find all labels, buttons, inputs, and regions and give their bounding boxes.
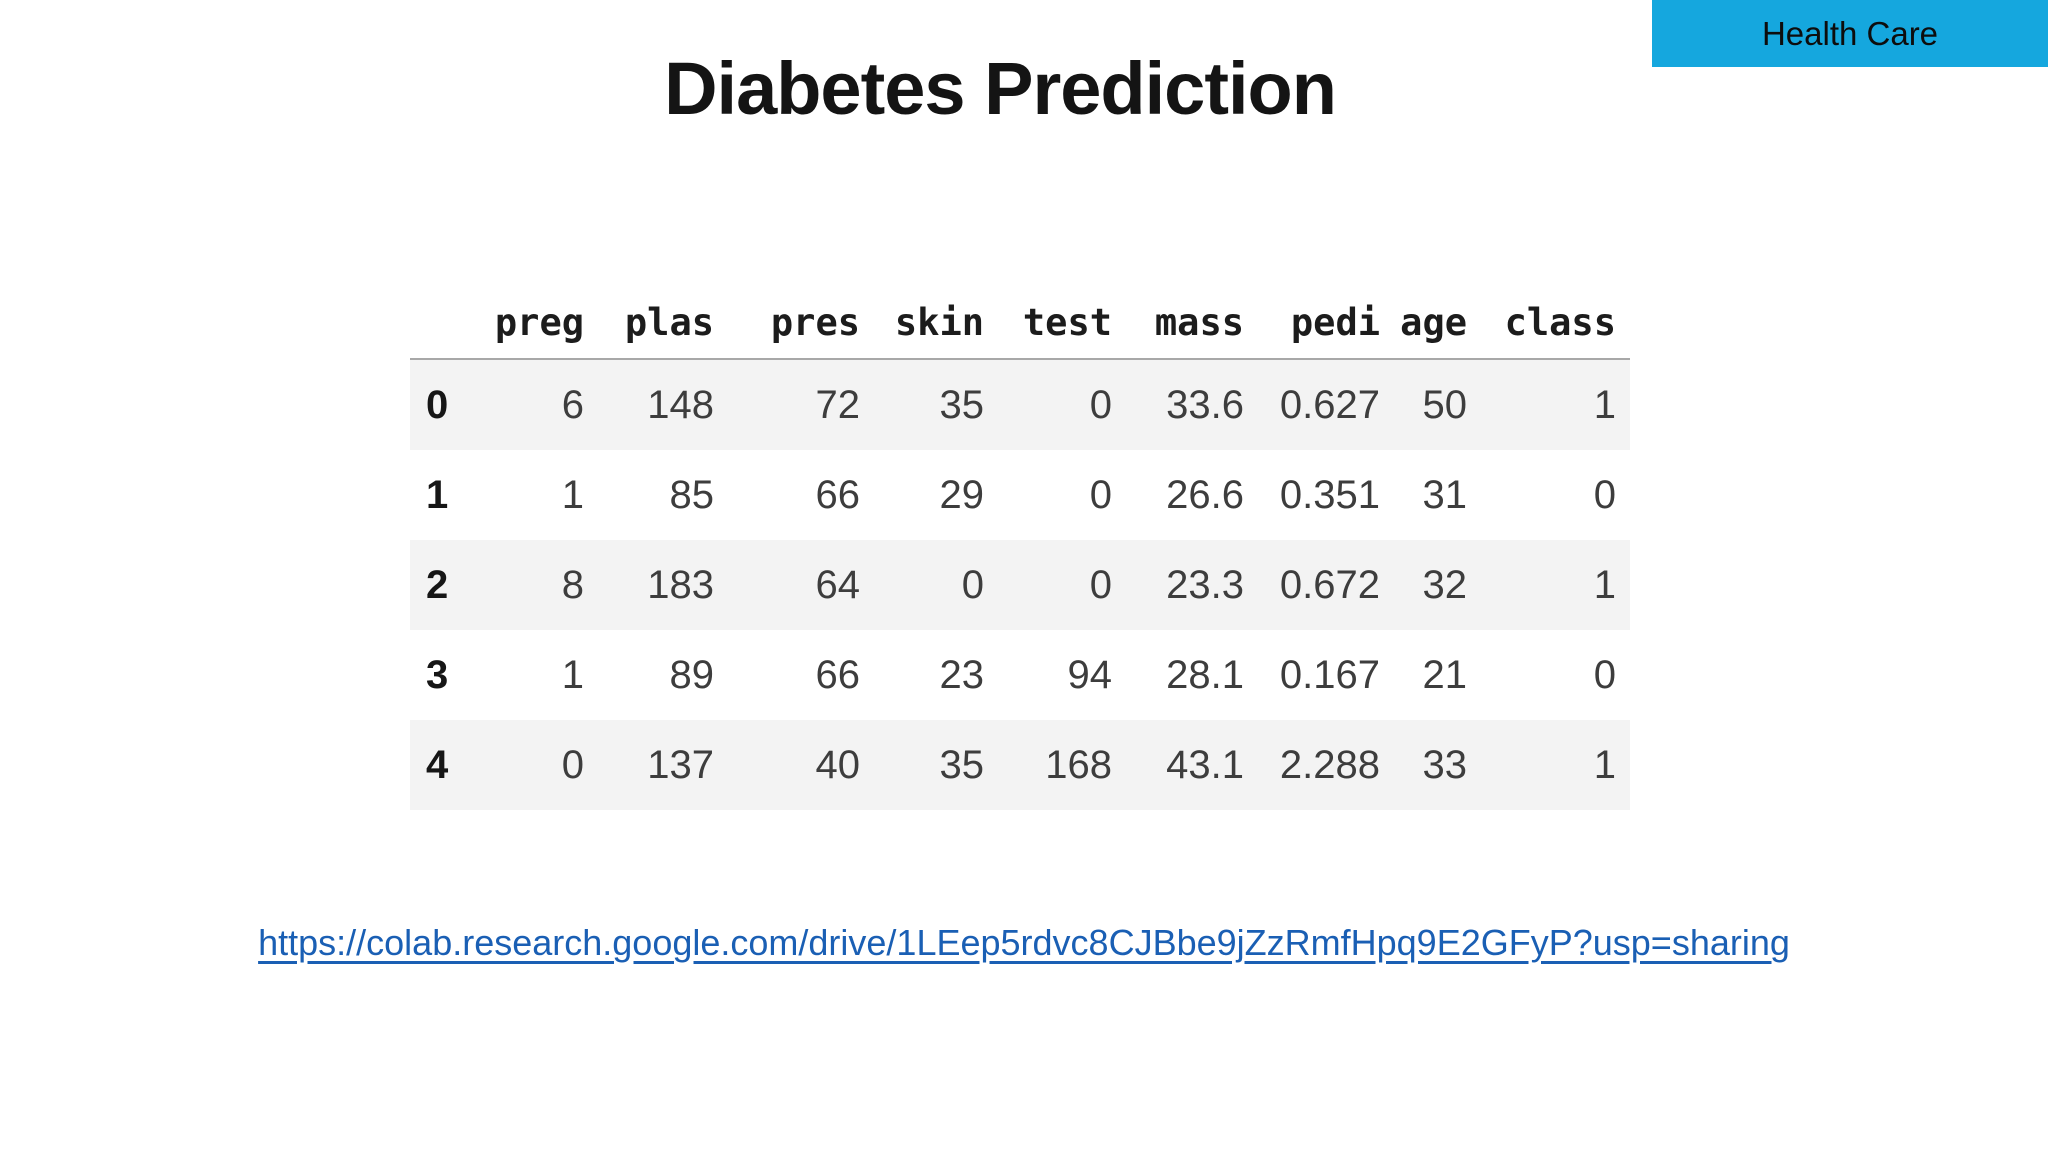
table-cell: 28.1	[1166, 652, 1244, 697]
diabetes-dataframe: preg plas pres skin test mass pedi age class 0 6 1…	[410, 287, 1630, 810]
table-header-row: preg plas pres skin test mass pedi age class	[410, 287, 1630, 360]
table-row: 4 0 137 40 35 168 43.1 2.288 33 1	[410, 720, 1630, 810]
table-row: 0 6 148 72 35 0 33.6 0.627 50 1	[410, 359, 1630, 450]
col-header-mass: mass	[1126, 287, 1258, 360]
col-header-preg: preg	[468, 287, 598, 360]
table-cell: 94	[1067, 652, 1113, 697]
page-title: Diabetes Prediction	[664, 47, 1337, 130]
table-cell: 137	[647, 742, 714, 787]
table-cell: 0	[1089, 472, 1112, 517]
table-cell: 0.167	[1279, 652, 1380, 697]
table-cell: 1	[1593, 742, 1616, 787]
table-cell: 0	[1089, 562, 1112, 607]
table-cell: 29	[939, 472, 985, 517]
table-cell: 33.6	[1166, 382, 1244, 427]
health-care-badge: Health Care	[1652, 0, 2048, 67]
col-header-class: class	[1481, 287, 1630, 360]
table-cell: 6	[561, 382, 584, 427]
table-cell: 0.672	[1279, 562, 1380, 607]
table-cell: 85	[669, 472, 715, 517]
table-cell: 8	[561, 562, 584, 607]
colab-link[interactable]: https://colab.research.google.com/drive/…	[258, 922, 1790, 963]
row-index: 3	[426, 652, 449, 697]
table-cell: 72	[815, 382, 861, 427]
row-index: 1	[426, 472, 449, 517]
row-index: 0	[426, 382, 449, 427]
table-cell: 31	[1422, 472, 1468, 517]
colab-link-row: https://colab.research.google.com/drive/…	[0, 922, 2048, 964]
table-cell: 66	[815, 652, 861, 697]
col-header-pedi: pedi	[1258, 287, 1394, 360]
index-corner-cell	[410, 287, 468, 360]
table-cell: 1	[561, 472, 584, 517]
table-cell: 0	[561, 742, 584, 787]
table-cell: 2.288	[1279, 742, 1380, 787]
table-cell: 66	[815, 472, 861, 517]
col-header-plas: plas	[598, 287, 728, 360]
table-cell: 43.1	[1166, 742, 1244, 787]
table-cell: 0.351	[1279, 472, 1380, 517]
table-cell: 35	[939, 742, 985, 787]
table-cell: 0	[961, 562, 984, 607]
table-cell: 0	[1593, 652, 1616, 697]
row-index: 2	[426, 562, 449, 607]
table-cell: 148	[647, 382, 714, 427]
col-header-age: age	[1394, 287, 1481, 360]
table-cell: 89	[669, 652, 715, 697]
table-row: 3 1 89 66 23 94 28.1 0.167 21 0	[410, 630, 1630, 720]
table-cell: 1	[561, 652, 584, 697]
table-cell: 33	[1422, 742, 1468, 787]
table-cell: 21	[1422, 652, 1468, 697]
row-index: 4	[426, 742, 449, 787]
col-header-skin: skin	[874, 287, 998, 360]
table-cell: 50	[1422, 382, 1468, 427]
table-row: 2 8 183 64 0 0 23.3 0.672 32 1	[410, 540, 1630, 630]
table-row: 1 1 85 66 29 0 26.6 0.351 31 0	[410, 450, 1630, 540]
table-cell: 40	[815, 742, 861, 787]
table-cell: 1	[1593, 562, 1616, 607]
table-cell: 23	[939, 652, 985, 697]
table-cell: 64	[815, 562, 861, 607]
col-header-pres: pres	[728, 287, 874, 360]
table-cell: 168	[1045, 742, 1112, 787]
col-header-test: test	[998, 287, 1126, 360]
table-cell: 26.6	[1166, 472, 1244, 517]
table-cell: 23.3	[1166, 562, 1244, 607]
table-cell: 183	[647, 562, 714, 607]
table-cell: 35	[939, 382, 985, 427]
table-cell: 0.627	[1279, 382, 1380, 427]
table-cell: 0	[1593, 472, 1616, 517]
table-cell: 32	[1422, 562, 1468, 607]
table-cell: 0	[1089, 382, 1112, 427]
table-body: 0 6 148 72 35 0 33.6 0.627 50 1 1 1 85 66 29 0 26.6 0.351…	[410, 359, 1630, 810]
table-cell: 1	[1593, 382, 1616, 427]
